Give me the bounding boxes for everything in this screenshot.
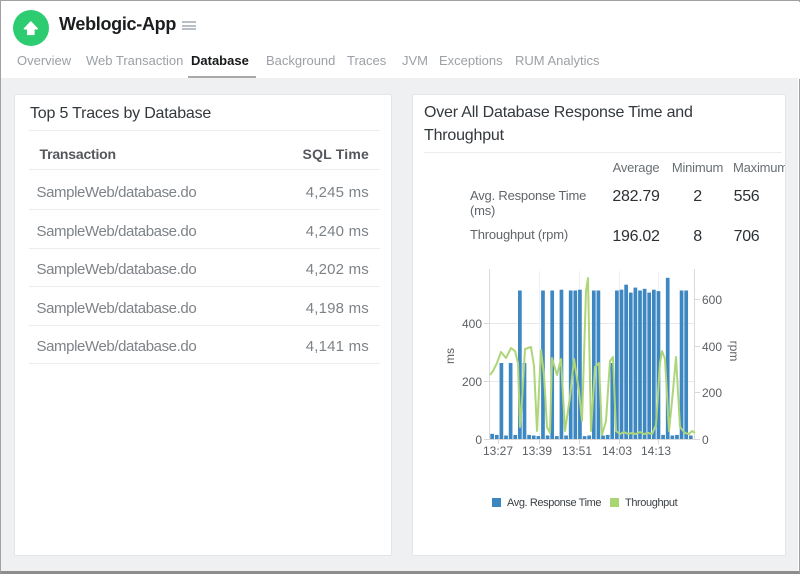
svg-text:14:03: 14:03 (602, 444, 632, 458)
svg-text:13:39: 13:39 (522, 444, 552, 458)
svg-text:13:27: 13:27 (483, 444, 513, 458)
svg-text:0: 0 (475, 433, 482, 447)
svg-text:14:13: 14:13 (641, 444, 671, 458)
svg-text:400: 400 (702, 340, 722, 354)
svg-text:200: 200 (702, 386, 722, 400)
svg-text:0: 0 (702, 433, 709, 447)
svg-text:400: 400 (462, 317, 482, 331)
svg-text:13:51: 13:51 (562, 444, 592, 458)
svg-text:ms: ms (443, 348, 457, 364)
svg-text:rpm: rpm (727, 341, 741, 362)
svg-text:200: 200 (462, 375, 482, 389)
svg-text:600: 600 (702, 293, 722, 307)
